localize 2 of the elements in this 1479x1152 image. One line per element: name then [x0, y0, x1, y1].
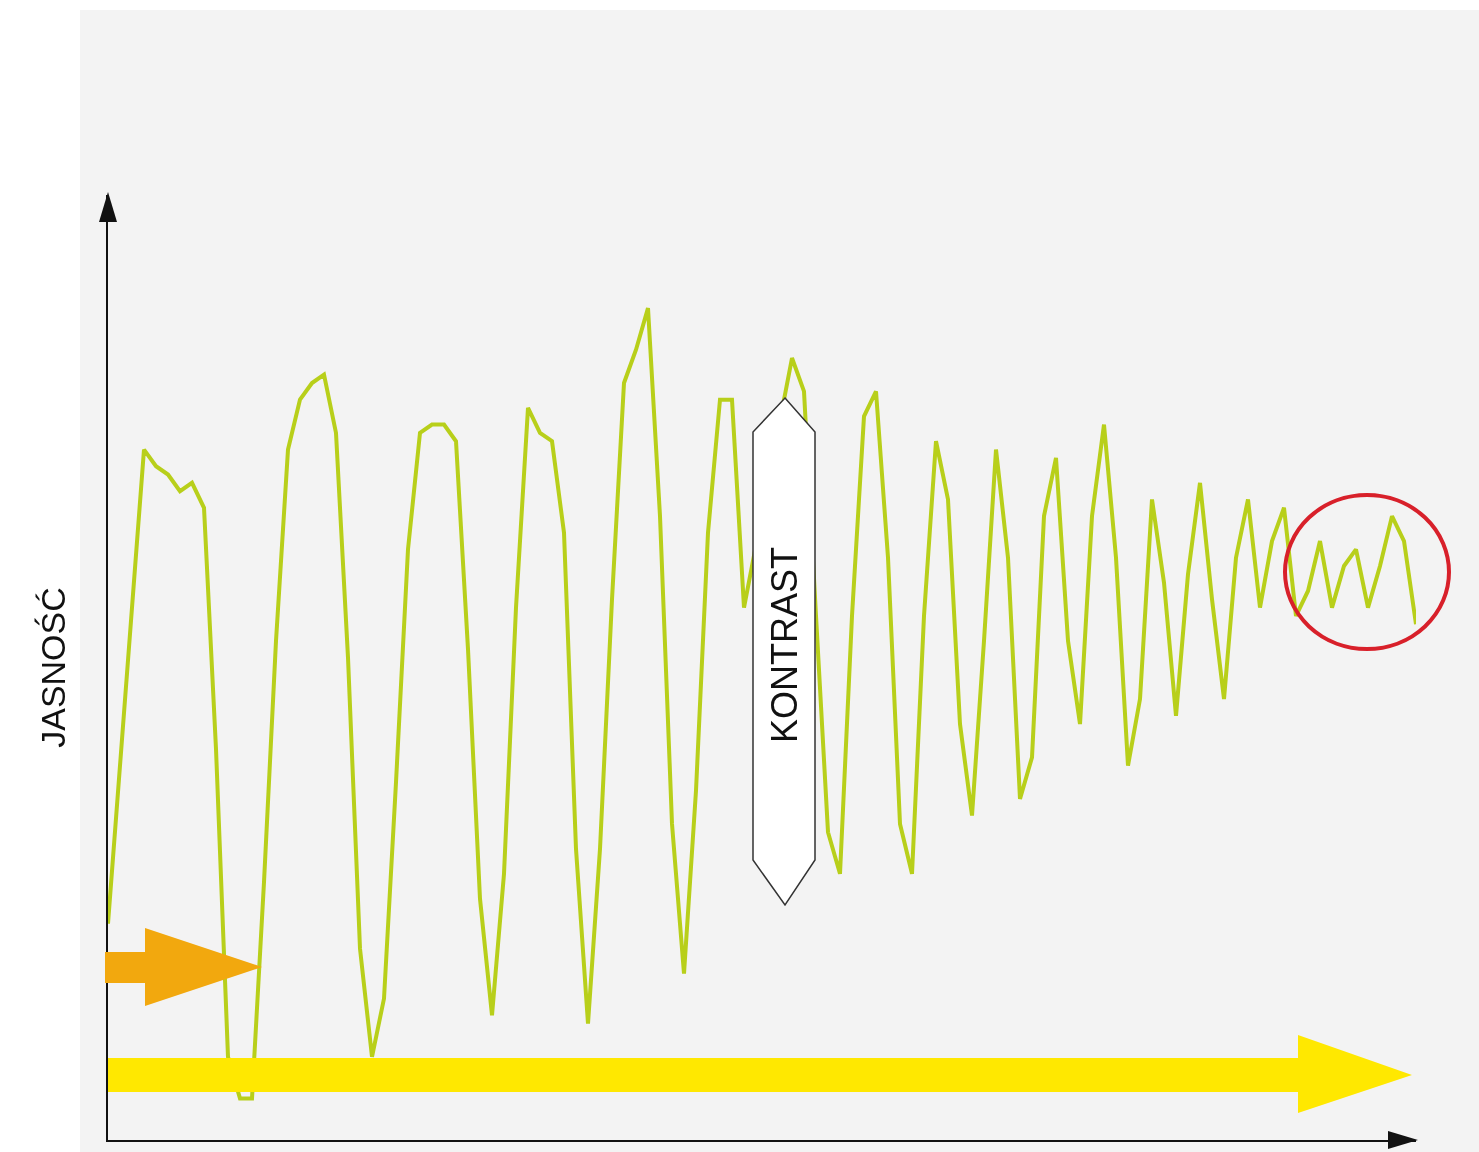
annotation: KONTRAST [764, 546, 805, 744]
y-axis-title: JASNOŚĆ [34, 587, 73, 748]
